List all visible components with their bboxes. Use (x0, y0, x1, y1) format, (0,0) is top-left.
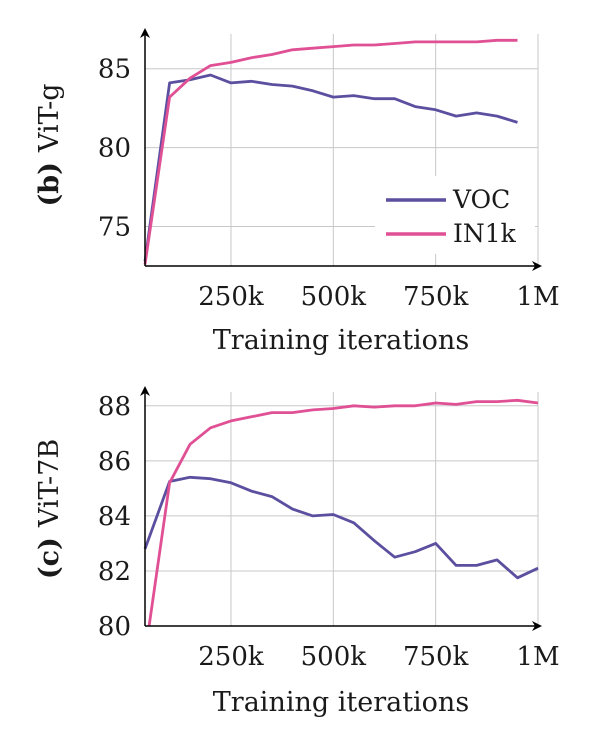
legend: VOC IN1k (375, 176, 535, 254)
series-line-voc (143, 475, 539, 580)
row-label-vit-7b: (c) ViT-7B (34, 439, 65, 579)
row-label-text: ViT-7B (34, 439, 65, 528)
y-tick-label: 80 (98, 612, 131, 642)
x-tick-label: 250k (198, 642, 264, 672)
legend-label-voc: VOC (452, 185, 510, 214)
y-tick-label: 88 (98, 392, 131, 422)
series-line-in1k (143, 38, 518, 265)
x-axis-label: Training iterations (213, 325, 469, 356)
row-label-text: ViT-g (34, 83, 65, 153)
row-label-prefix: (b) (34, 162, 65, 206)
x-tick-label: 500k (301, 642, 367, 672)
x-tick-label: 750k (403, 282, 469, 312)
y-tick-label: 86 (98, 447, 131, 477)
x-tick-label: 250k (198, 282, 264, 312)
panel-vit-7b: 250k 500k 750k 1M 80 82 84 86 88 Training iterat… (34, 386, 560, 718)
y-tick-label: 80 (98, 134, 131, 164)
y-tick-label: 82 (98, 557, 131, 587)
y-tick-label: 85 (98, 55, 131, 85)
x-tick-label: 750k (403, 642, 469, 672)
y-tick-label: 84 (98, 502, 131, 532)
series-line-voc (143, 73, 518, 262)
legend-label-in1k: IN1k (453, 219, 517, 248)
x-axis-label: Training iterations (213, 687, 469, 718)
panel-vit-g: 250k 500k 750k 1M 75 80 85 Training iterations… (34, 28, 560, 356)
row-label-prefix: (c) (34, 537, 65, 579)
x-tick-label: 1M (516, 642, 559, 672)
series-line-in1k (147, 398, 539, 627)
legend-box (375, 176, 535, 254)
y-tick-label: 75 (98, 213, 131, 243)
x-tick-label: 500k (301, 282, 367, 312)
x-tick-label: 1M (516, 282, 559, 312)
row-label-vit-g: (b) ViT-g (34, 83, 65, 206)
